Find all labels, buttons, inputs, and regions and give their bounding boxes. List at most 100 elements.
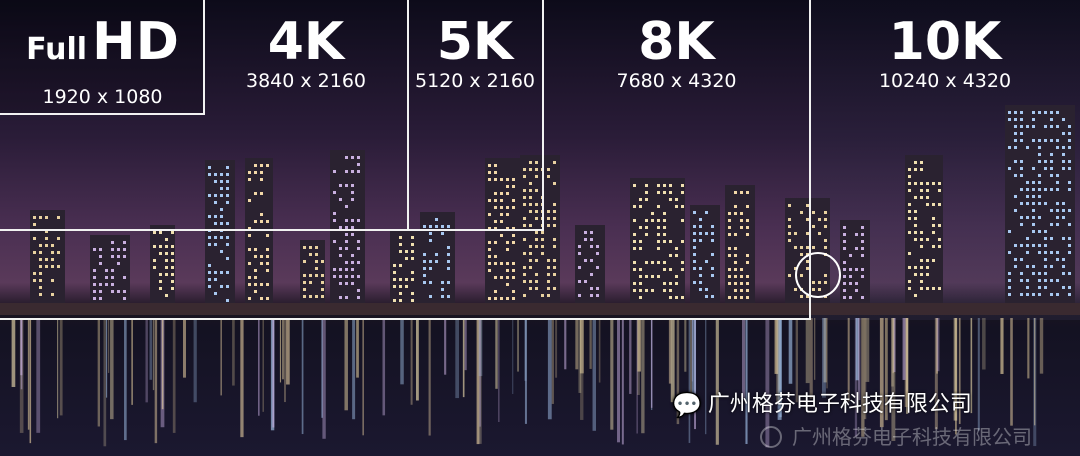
water-reflection bbox=[153, 318, 154, 390]
4k-label: 4K 3840 x 2160 bbox=[205, 14, 407, 92]
water-reflection bbox=[36, 318, 40, 433]
water-reflection bbox=[495, 318, 497, 389]
water-reflection bbox=[463, 318, 465, 397]
water-reflection bbox=[302, 318, 304, 434]
water-reflection bbox=[512, 318, 513, 394]
water-reflection bbox=[284, 318, 285, 402]
water-reflection bbox=[599, 318, 601, 383]
water-reflection bbox=[155, 318, 157, 443]
water-reflection bbox=[263, 318, 264, 412]
water-reflection bbox=[411, 318, 413, 405]
water-reflection bbox=[848, 318, 850, 401]
water-reflection bbox=[637, 318, 641, 372]
water-reflection bbox=[352, 318, 355, 419]
water-reflection bbox=[282, 318, 284, 379]
water-reflection bbox=[742, 318, 745, 398]
8k-label: 8K 7680 x 4320 bbox=[543, 14, 810, 92]
water-reflection bbox=[892, 318, 893, 373]
water-reflection bbox=[810, 318, 813, 399]
water-reflection bbox=[865, 318, 869, 382]
water-reflection bbox=[937, 318, 940, 371]
water-reflection bbox=[416, 318, 419, 400]
water-reflection bbox=[622, 318, 624, 444]
4k-title: 4K bbox=[205, 14, 407, 70]
water-reflection bbox=[1010, 318, 1013, 426]
water-reflection bbox=[716, 318, 719, 445]
water-reflection bbox=[110, 318, 114, 419]
water-reflection bbox=[575, 318, 578, 369]
water-reflection bbox=[455, 318, 459, 398]
water-reflection bbox=[789, 318, 793, 384]
water-reflection bbox=[525, 318, 527, 424]
water-reflection bbox=[982, 318, 986, 369]
water-reflection bbox=[444, 318, 446, 375]
water-reflection bbox=[240, 318, 243, 437]
water-reflection bbox=[629, 318, 631, 394]
water-reflection bbox=[903, 318, 906, 380]
water-reflection bbox=[684, 318, 686, 372]
water-reflection bbox=[12, 318, 16, 387]
water-reflection bbox=[183, 318, 186, 378]
faded-watermark: 广州格芬电子科技有限公司 bbox=[760, 424, 1032, 450]
water-reflection bbox=[745, 318, 747, 444]
water-reflection bbox=[131, 318, 132, 405]
water-reflection bbox=[978, 318, 980, 431]
water-reflection bbox=[173, 318, 176, 433]
full-text: Full bbox=[26, 32, 87, 67]
water-reflection bbox=[517, 318, 519, 372]
8k-title: 8K bbox=[543, 14, 810, 70]
water-reflection bbox=[272, 318, 274, 427]
water-reflection bbox=[580, 318, 584, 373]
water-reflection bbox=[651, 318, 653, 408]
water-reflection bbox=[150, 318, 153, 380]
4k-size: 3840 x 2160 bbox=[205, 70, 407, 92]
water-reflection bbox=[1040, 318, 1043, 374]
water-reflection bbox=[1027, 318, 1029, 378]
water-reflection bbox=[548, 318, 552, 419]
water-reflection bbox=[258, 318, 259, 416]
water-reflection bbox=[162, 318, 164, 409]
water-reflection bbox=[689, 318, 691, 443]
water-reflection bbox=[20, 318, 22, 375]
water-reflection bbox=[286, 318, 290, 385]
10k-label: 10K 10240 x 4320 bbox=[810, 14, 1080, 92]
water-reflection bbox=[60, 318, 63, 415]
full-hd-size: 1920 x 1080 bbox=[0, 86, 205, 108]
water-reflection bbox=[806, 318, 810, 383]
water-reflection bbox=[356, 318, 359, 378]
water-reflection bbox=[589, 318, 591, 369]
8k-size: 7680 x 4320 bbox=[543, 70, 810, 92]
water-reflection bbox=[822, 318, 826, 398]
water-reflection bbox=[858, 318, 861, 400]
water-reflection bbox=[564, 318, 566, 369]
water-reflection bbox=[280, 318, 281, 382]
watermark-text: 广州格芬电子科技有限公司 bbox=[708, 392, 972, 418]
water-reflection bbox=[98, 318, 100, 426]
water-reflection bbox=[641, 318, 644, 433]
water-reflection bbox=[145, 318, 147, 402]
water-reflection bbox=[194, 318, 197, 402]
water-reflection bbox=[814, 318, 815, 380]
water-reflection bbox=[555, 318, 557, 378]
water-reflection bbox=[108, 318, 109, 373]
5k-title: 5K bbox=[407, 14, 543, 70]
5k-size: 5120 x 2160 bbox=[407, 70, 543, 92]
water-reflection bbox=[57, 318, 58, 418]
faded-watermark-text: 广州格芬电子科技有限公司 bbox=[792, 425, 1032, 449]
water-reflection bbox=[322, 318, 325, 439]
watermark: 💬 广州格芬电子科技有限公司 bbox=[672, 390, 972, 420]
water-reflection bbox=[344, 318, 347, 410]
water-reflection bbox=[610, 318, 613, 430]
water-reflection bbox=[1000, 318, 1003, 374]
water-reflection bbox=[465, 318, 467, 370]
water-reflection bbox=[103, 318, 106, 446]
water-reflection bbox=[692, 318, 696, 395]
full-hd-label: Full HD 1920 x 1080 bbox=[0, 14, 205, 108]
water-reflection bbox=[221, 318, 222, 395]
10k-title: 10K bbox=[810, 14, 1080, 70]
water-reflection bbox=[593, 318, 596, 431]
water-reflection bbox=[429, 318, 431, 436]
water-reflection bbox=[479, 318, 481, 427]
water-reflection bbox=[400, 318, 404, 384]
water-reflection bbox=[552, 318, 554, 404]
